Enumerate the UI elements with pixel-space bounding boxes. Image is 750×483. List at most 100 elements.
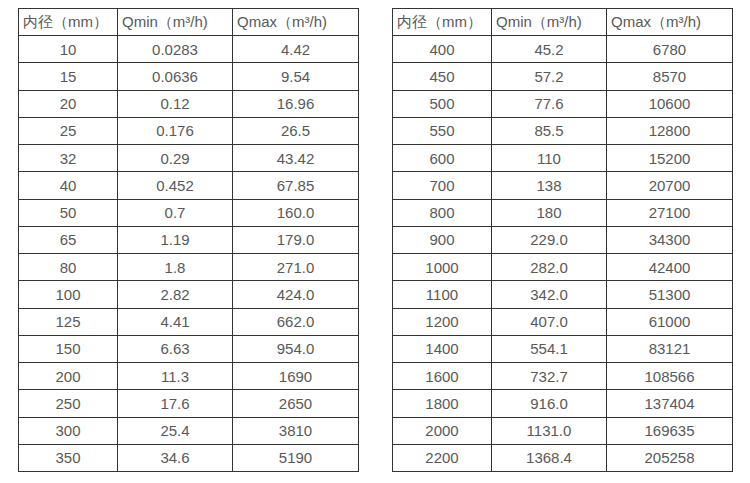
- cell-diameter_mm: 40: [19, 172, 118, 199]
- cell-diameter_mm: 2200: [393, 444, 492, 471]
- table-row: 1800916.0137404: [393, 390, 733, 417]
- table-row: 100.02834.42: [19, 36, 359, 63]
- cell-qmax_m3_per_h: 205258: [607, 444, 733, 471]
- table-row: 1254.41662.0: [19, 308, 359, 335]
- cell-diameter_mm: 450: [393, 63, 492, 90]
- cell-diameter_mm: 350: [19, 444, 118, 471]
- cell-diameter_mm: 50: [19, 199, 118, 226]
- column-header-diameter_mm: 内径（mm）: [19, 9, 118, 36]
- cell-qmax_m3_per_h: 179.0: [233, 226, 359, 253]
- cell-diameter_mm: 200: [19, 363, 118, 390]
- cell-qmax_m3_per_h: 51300: [607, 281, 733, 308]
- cell-qmax_m3_per_h: 42400: [607, 254, 733, 281]
- cell-qmax_m3_per_h: 3810: [233, 417, 359, 444]
- cell-qmax_m3_per_h: 2650: [233, 390, 359, 417]
- cell-qmin_m3_per_h: 732.7: [492, 363, 607, 390]
- cell-qmin_m3_per_h: 45.2: [492, 36, 607, 63]
- table-row: 1600732.7108566: [393, 363, 733, 390]
- cell-qmax_m3_per_h: 5190: [233, 444, 359, 471]
- cell-qmin_m3_per_h: 342.0: [492, 281, 607, 308]
- cell-qmin_m3_per_h: 916.0: [492, 390, 607, 417]
- table-row: 40045.26780: [393, 36, 733, 63]
- cell-qmin_m3_per_h: 0.176: [118, 117, 233, 144]
- cell-qmin_m3_per_h: 0.0283: [118, 36, 233, 63]
- table-row: 1002.82424.0: [19, 281, 359, 308]
- cell-qmin_m3_per_h: 110: [492, 145, 607, 172]
- cell-qmin_m3_per_h: 11.3: [118, 363, 233, 390]
- cell-qmax_m3_per_h: 137404: [607, 390, 733, 417]
- cell-qmax_m3_per_h: 271.0: [233, 254, 359, 281]
- cell-diameter_mm: 600: [393, 145, 492, 172]
- cell-diameter_mm: 1000: [393, 254, 492, 281]
- table-body: 40045.2678045057.2857050077.61060055085.…: [393, 36, 733, 472]
- cell-diameter_mm: 1200: [393, 308, 492, 335]
- cell-qmax_m3_per_h: 26.5: [233, 117, 359, 144]
- cell-diameter_mm: 125: [19, 308, 118, 335]
- cell-diameter_mm: 300: [19, 417, 118, 444]
- flow-table-large-diameters: 内径（mm）Qmin（m³/h)Qmax（m³/h) 40045.2678045…: [392, 8, 733, 472]
- cell-diameter_mm: 900: [393, 226, 492, 253]
- table-row: 1200407.061000: [393, 308, 733, 335]
- cell-qmin_m3_per_h: 2.82: [118, 281, 233, 308]
- header-row: 内径（mm）Qmin（m³/h)Qmax（m³/h): [19, 9, 359, 36]
- cell-qmin_m3_per_h: 0.12: [118, 90, 233, 117]
- cell-qmin_m3_per_h: 4.41: [118, 308, 233, 335]
- table-row: 900229.034300: [393, 226, 733, 253]
- cell-diameter_mm: 500: [393, 90, 492, 117]
- cell-qmax_m3_per_h: 6780: [607, 36, 733, 63]
- cell-qmin_m3_per_h: 17.6: [118, 390, 233, 417]
- cell-qmin_m3_per_h: 1.19: [118, 226, 233, 253]
- cell-diameter_mm: 80: [19, 254, 118, 281]
- cell-qmax_m3_per_h: 8570: [607, 63, 733, 90]
- cell-qmin_m3_per_h: 1131.0: [492, 417, 607, 444]
- cell-qmax_m3_per_h: 4.42: [233, 36, 359, 63]
- cell-qmin_m3_per_h: 0.29: [118, 145, 233, 172]
- table-row: 320.2943.42: [19, 145, 359, 172]
- column-header-qmin_m3_per_h: Qmin（m³/h): [492, 9, 607, 36]
- cell-diameter_mm: 700: [393, 172, 492, 199]
- cell-diameter_mm: 15: [19, 63, 118, 90]
- cell-diameter_mm: 150: [19, 335, 118, 362]
- cell-qmin_m3_per_h: 1.8: [118, 254, 233, 281]
- flow-table-small-diameters: 内径（mm）Qmin（m³/h)Qmax（m³/h) 100.02834.421…: [18, 8, 359, 472]
- cell-qmax_m3_per_h: 27100: [607, 199, 733, 226]
- column-header-qmax_m3_per_h: Qmax（m³/h): [233, 9, 359, 36]
- cell-diameter_mm: 1400: [393, 335, 492, 362]
- table-row: 80018027100: [393, 199, 733, 226]
- page: 内径（mm）Qmin（m³/h)Qmax（m³/h) 100.02834.421…: [0, 0, 750, 483]
- cell-diameter_mm: 1600: [393, 363, 492, 390]
- cell-qmin_m3_per_h: 85.5: [492, 117, 607, 144]
- cell-diameter_mm: 550: [393, 117, 492, 144]
- table-row: 50077.610600: [393, 90, 733, 117]
- table-header: 内径（mm）Qmin（m³/h)Qmax（m³/h): [19, 9, 359, 36]
- cell-diameter_mm: 65: [19, 226, 118, 253]
- cell-qmin_m3_per_h: 554.1: [492, 335, 607, 362]
- cell-qmin_m3_per_h: 25.4: [118, 417, 233, 444]
- table-row: 30025.43810: [19, 417, 359, 444]
- table-row: 1400554.183121: [393, 335, 733, 362]
- cell-qmax_m3_per_h: 43.42: [233, 145, 359, 172]
- table-row: 801.8271.0: [19, 254, 359, 281]
- cell-diameter_mm: 400: [393, 36, 492, 63]
- cell-diameter_mm: 10: [19, 36, 118, 63]
- cell-qmax_m3_per_h: 160.0: [233, 199, 359, 226]
- cell-diameter_mm: 100: [19, 281, 118, 308]
- column-header-qmax_m3_per_h: Qmax（m³/h): [607, 9, 733, 36]
- table-row: 1100342.051300: [393, 281, 733, 308]
- cell-qmax_m3_per_h: 108566: [607, 363, 733, 390]
- flow-rate-tables: 内径（mm）Qmin（m³/h)Qmax（m³/h) 100.02834.421…: [18, 8, 750, 472]
- cell-diameter_mm: 250: [19, 390, 118, 417]
- cell-qmin_m3_per_h: 77.6: [492, 90, 607, 117]
- table-header: 内径（mm）Qmin（m³/h)Qmax（m³/h): [393, 9, 733, 36]
- table-row: 70013820700: [393, 172, 733, 199]
- cell-qmin_m3_per_h: 229.0: [492, 226, 607, 253]
- cell-qmax_m3_per_h: 12800: [607, 117, 733, 144]
- table-row: 400.45267.85: [19, 172, 359, 199]
- cell-qmax_m3_per_h: 9.54: [233, 63, 359, 90]
- column-header-diameter_mm: 内径（mm）: [393, 9, 492, 36]
- cell-qmax_m3_per_h: 83121: [607, 335, 733, 362]
- cell-diameter_mm: 1800: [393, 390, 492, 417]
- table-row: 150.06369.54: [19, 63, 359, 90]
- cell-qmax_m3_per_h: 20700: [607, 172, 733, 199]
- cell-qmax_m3_per_h: 169635: [607, 417, 733, 444]
